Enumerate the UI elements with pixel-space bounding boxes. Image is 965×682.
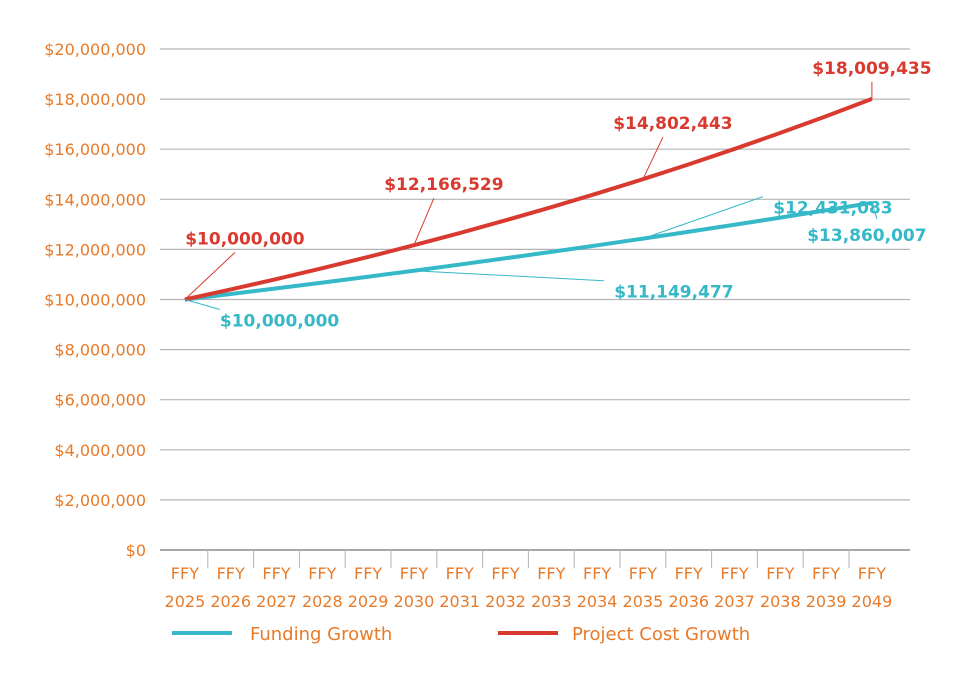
y-tick-label: $18,000,000 [44,90,146,109]
y-tick-label: $10,000,000 [44,291,146,310]
x-tick-label: FFY [537,564,565,583]
data-label: $11,149,477 [614,283,733,303]
leader-line [414,271,604,281]
y-tick-label: $8,000,000 [54,341,146,360]
x-tick-label: 2029 [348,592,389,611]
leader-line [185,300,220,310]
leader-line [414,198,434,245]
leader-line [643,197,763,239]
data-label: $10,000,000 [185,230,305,250]
x-tick-label: 2037 [714,592,755,611]
y-tick-label: $20,000,000 [44,40,146,59]
y-tick-label: $4,000,000 [54,441,146,460]
x-tick-label: 2038 [760,592,801,611]
x-tick-label: 2028 [302,592,343,611]
x-tick-label: 2049 [852,592,893,611]
y-tick-label: $12,000,000 [44,240,146,259]
data-label: $18,009,435 [812,59,931,79]
x-tick-label: FFY [766,564,794,583]
x-tick-label: 2036 [668,592,709,611]
x-tick-label: 2026 [210,592,251,611]
x-tick-label: 2039 [806,592,847,611]
x-tick-label: 2027 [256,592,297,611]
x-axis: FFY 2025 FFY 2026 FFY 2027 FFY 2028 FFY 2029 FFY 20… [165,550,893,611]
x-tick-label: FFY [171,564,199,583]
y-tick-label: $14,000,000 [44,190,146,209]
x-tick-label: FFY [491,564,519,583]
series-line-funding [185,203,872,300]
x-tick-label: FFY [354,564,382,583]
legend: Funding Growth Project Cost Growth [172,624,750,645]
x-tick-label: 2032 [485,592,526,611]
x-tick-label: FFY [812,564,840,583]
x-tick-label: FFY [262,564,290,583]
x-tick-label: FFY [858,564,886,583]
x-tick-label: 2034 [577,592,618,611]
x-tick-label: 2025 [165,592,206,611]
data-labels: $10,000,000 $11,149,477 $12,431,083 $13,860… [185,59,932,332]
x-tick-label: FFY [217,564,245,583]
x-tick-label: FFY [446,564,474,583]
x-tick-label: FFY [308,564,336,583]
x-tick-label: FFY [629,564,657,583]
y-tick-label: $6,000,000 [54,391,146,410]
x-tick-label: 2033 [531,592,572,611]
y-tick-label: $0 [126,541,146,560]
x-tick-label: 2030 [394,592,435,611]
y-tick-label: $2,000,000 [54,491,146,510]
x-tick-label: 2035 [623,592,664,611]
legend-label: Project Cost Growth [572,624,750,645]
x-tick-label: 2031 [439,592,480,611]
x-tick-label: FFY [720,564,748,583]
x-tick-label: FFY [583,564,611,583]
gridlines [160,49,910,550]
x-tick-label: FFY [400,564,428,583]
y-tick-label: $16,000,000 [44,140,146,159]
data-label: $12,166,529 [384,175,503,195]
y-axis: $0 $2,000,000 $4,000,000 $6,000,000 $8,000,0… [44,40,146,560]
data-label: $10,000,000 [220,312,340,332]
legend-label: Funding Growth [250,624,392,645]
data-label: $13,860,007 [807,226,926,246]
data-label: $14,802,443 [613,114,732,134]
data-label: $12,431,083 [773,199,892,219]
x-tick-label: FFY [675,564,703,583]
